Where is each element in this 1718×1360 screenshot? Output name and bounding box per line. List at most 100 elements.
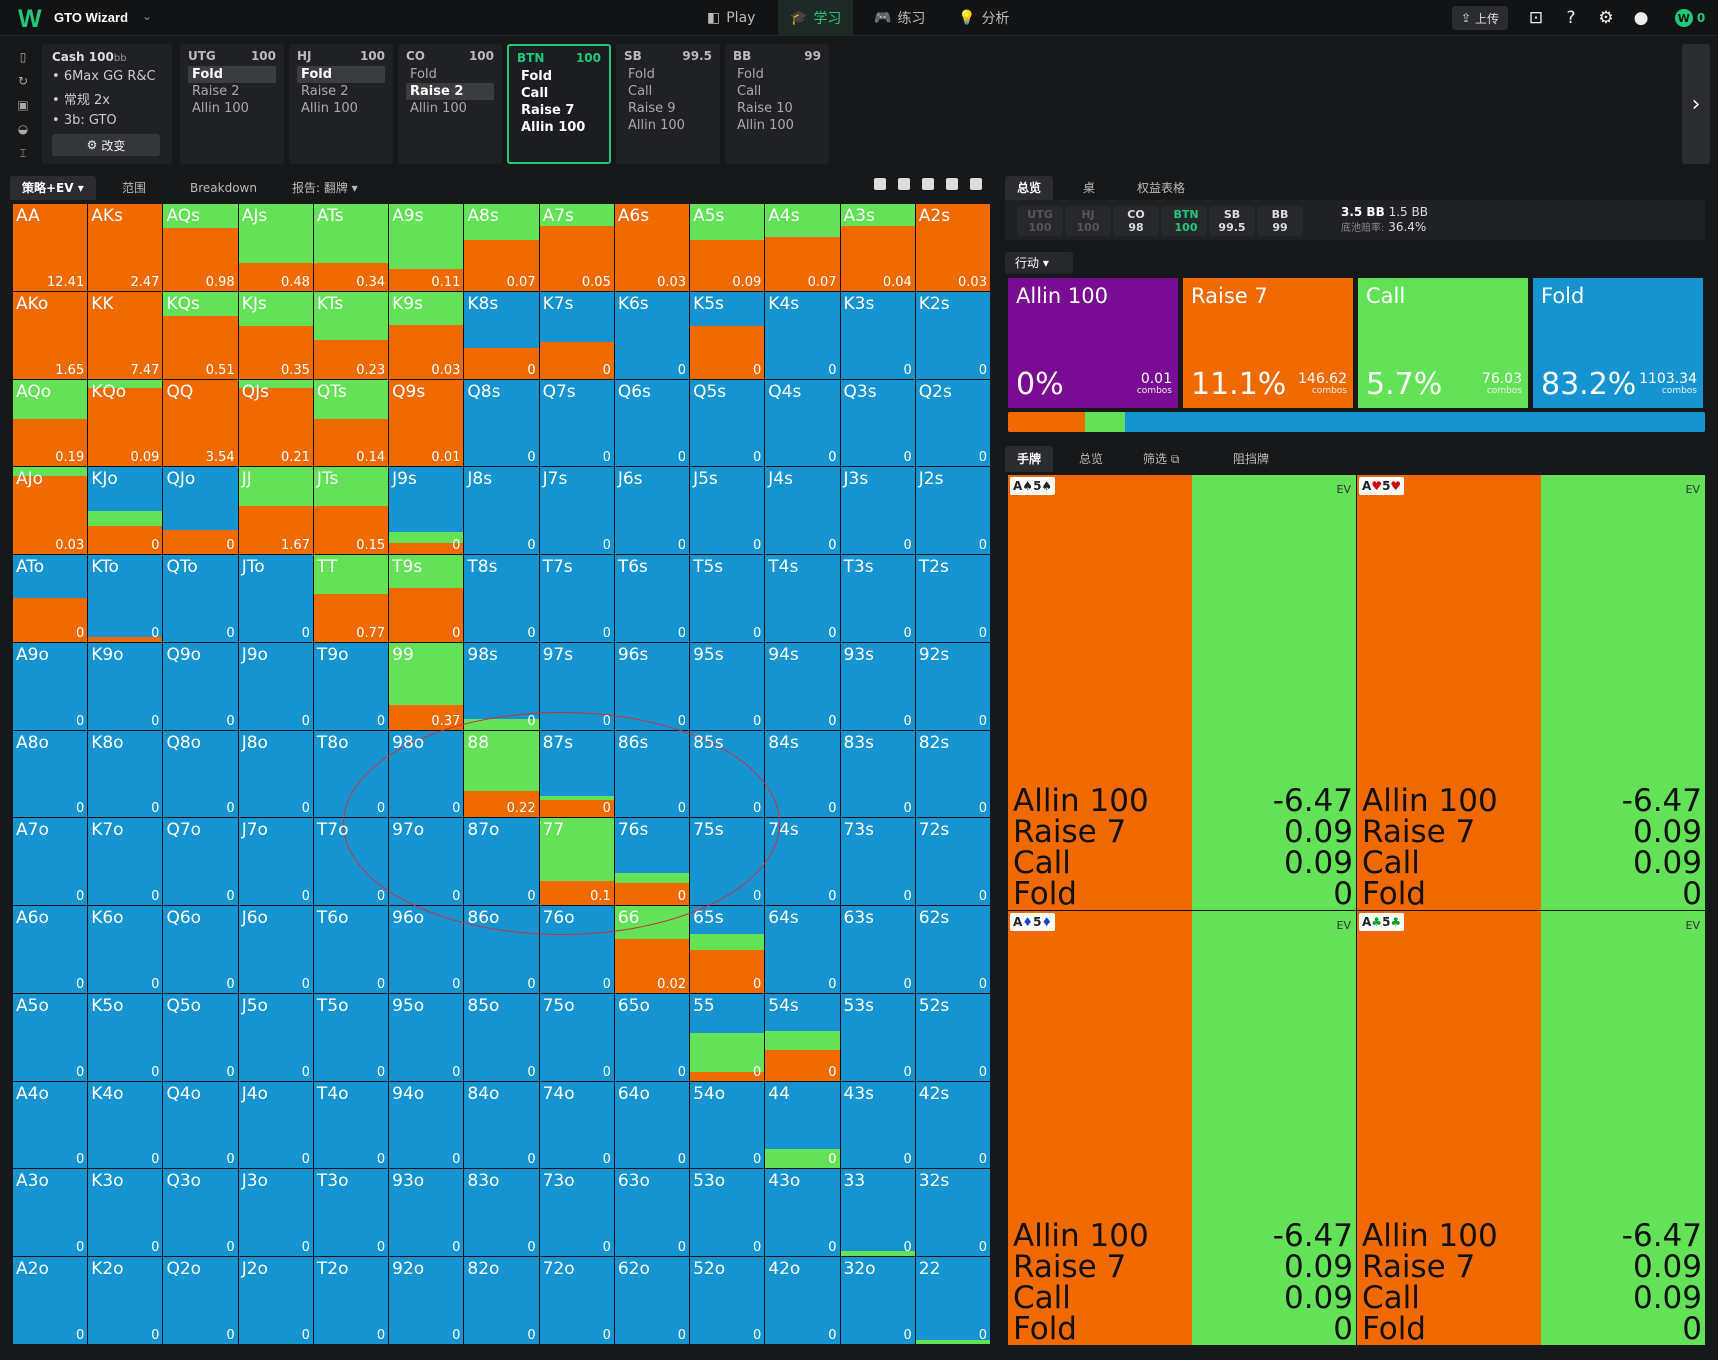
hand-cell[interactable]: 87o 0	[464, 818, 539, 906]
hand-cell[interactable]: J7o 0	[238, 818, 313, 906]
chevron-down-icon[interactable]: ⌄	[142, 9, 153, 23]
seat-chip-btn[interactable]: BTN 100	[1161, 206, 1207, 236]
hand-cell[interactable]: KTo 0	[88, 555, 163, 642]
hand-cell[interactable]: T5o 0	[313, 993, 389, 1081]
hand-cell[interactable]: A4s 0.07	[765, 204, 840, 291]
hand-cell[interactable]: K2s 0	[915, 291, 990, 379]
hand-cell[interactable]: 96o 0	[389, 906, 464, 993]
hand-cell[interactable]: 73o 0	[539, 1169, 614, 1257]
hand-cell[interactable]: 53s 0	[840, 993, 915, 1081]
hand-cell[interactable]: K9o 0	[88, 642, 163, 730]
help-icon[interactable]: ?	[1566, 8, 1576, 28]
contrast-icon[interactable]	[898, 178, 910, 190]
hand-cell[interactable]: Q8o 0	[163, 730, 238, 818]
tab-overview[interactable]: 总览	[1005, 176, 1054, 200]
position-action[interactable]: Fold	[297, 66, 385, 83]
hand-cell[interactable]: 44 0	[765, 1081, 840, 1169]
user-icon[interactable]: ●	[1633, 8, 1649, 28]
hand-cell[interactable]: 84o 0	[464, 1081, 539, 1169]
hand-cell[interactable]: 64s 0	[765, 906, 840, 993]
hand-cell[interactable]: 93o 0	[389, 1169, 464, 1257]
position-action[interactable]: Allin 100	[192, 101, 249, 116]
hand-cell[interactable]: 92s 0	[915, 642, 990, 730]
hand-cell[interactable]: J8s 0	[464, 467, 539, 555]
hand-cell[interactable]: 99 0.37	[389, 642, 464, 730]
hand-cell[interactable]: 65s 0	[690, 906, 765, 993]
hand-cell[interactable]: K5s 0	[690, 291, 765, 379]
hand-cell[interactable]: K8o 0	[88, 730, 163, 818]
hand-cell[interactable]: 82s 0	[915, 730, 990, 818]
hand-cell[interactable]: Q7o 0	[163, 818, 238, 906]
hand-cell[interactable]: T8s 0	[464, 555, 539, 642]
position-action[interactable]: Fold	[410, 67, 437, 82]
hand-cell[interactable]: A8o 0	[13, 730, 88, 818]
hand-cell[interactable]: 72s 0	[915, 818, 990, 906]
hand-cell[interactable]: K2o 0	[88, 1257, 163, 1344]
position-action[interactable]: Call	[628, 84, 653, 99]
hand-cell[interactable]: 73s 0	[840, 818, 915, 906]
hand-cell[interactable]: JJ 1.67	[238, 467, 313, 555]
hand-cell[interactable]: 98o 0	[389, 730, 464, 818]
hand-cell[interactable]: A7o 0	[13, 818, 88, 906]
hand-cell[interactable]: K4o 0	[88, 1081, 163, 1169]
hand-cell[interactable]: 74o 0	[539, 1081, 614, 1169]
position-action[interactable]: Allin 100	[301, 101, 358, 116]
hand-combo-card[interactable]: A♦5♦ EV Allin 100 -6.47 Raise 7 0.09 Call 0.09 F…	[1008, 910, 1356, 1345]
change-button[interactable]: ⚙ 改变	[52, 134, 160, 156]
position-action[interactable]: Fold	[188, 66, 276, 83]
action-box-allin-100[interactable]: Allin 100 0% 0.01 combos	[1008, 278, 1178, 408]
hand-cell[interactable]: 92o 0	[389, 1257, 464, 1344]
hand-cell[interactable]: Q4s 0	[765, 379, 840, 467]
position-action[interactable]: Raise 2	[192, 84, 240, 99]
hand-cell[interactable]: Q8s 0	[464, 379, 539, 467]
seat-chip-sb[interactable]: SB 99.5	[1209, 206, 1255, 236]
hand-cell[interactable]: T3s 0	[840, 555, 915, 642]
hand-combo-card[interactable]: A♠5♠ EV Allin 100 -6.47 Raise 7 0.09 Call 0.09 F…	[1008, 475, 1356, 910]
hand-cell[interactable]: KQo 0.09	[88, 379, 163, 467]
nav-analyze[interactable]: 💡 分析	[946, 0, 1021, 36]
hand-cell[interactable]: K7s 0	[539, 291, 614, 379]
hand-cell[interactable]: 98s 0	[464, 642, 539, 730]
hand-cell[interactable]: 64o 0	[614, 1081, 690, 1169]
screenshot-icon[interactable]: ⊡	[1528, 8, 1544, 28]
hand-cell[interactable]: T5s 0	[690, 555, 765, 642]
hand-cell[interactable]: T8o 0	[313, 730, 389, 818]
hand-cell[interactable]: 72o 0	[539, 1257, 614, 1344]
position-action[interactable]: Fold	[628, 67, 655, 82]
hand-cell[interactable]: Q6o 0	[163, 906, 238, 993]
action-box-call[interactable]: Call 5.7% 76.03 combos	[1358, 278, 1528, 408]
hand-cell[interactable]: T4s 0	[765, 555, 840, 642]
position-action[interactable]: Call	[737, 84, 762, 99]
hand-cell[interactable]: J4s 0	[765, 467, 840, 555]
hand-cell[interactable]: J5s 0	[690, 467, 765, 555]
square-icon[interactable]	[970, 178, 982, 190]
hand-cell[interactable]: 76o 0	[539, 906, 614, 993]
hand-cell[interactable]: QQ 3.54	[163, 379, 238, 467]
hand-cell[interactable]: TT 0.77	[313, 555, 389, 642]
hand-cell[interactable]: 62s 0	[915, 906, 990, 993]
position-panel-utg[interactable]: UTG 100 Fold Raise 2 Allin 100	[180, 44, 284, 164]
hand-cell[interactable]: 32s 0	[915, 1169, 990, 1257]
hand-cell[interactable]: T9o 0	[313, 642, 389, 730]
hand-cell[interactable]: Q2o 0	[163, 1257, 238, 1344]
hand-cell[interactable]: 42o 0	[765, 1257, 840, 1344]
hand-cell[interactable]: K7o 0	[88, 818, 163, 906]
hand-cell[interactable]: JTs 0.15	[313, 467, 389, 555]
next-arrow-button[interactable]: ›	[1682, 44, 1710, 164]
hand-cell[interactable]: AQs 0.98	[163, 204, 238, 291]
hand-cell[interactable]: K6o 0	[88, 906, 163, 993]
hand-cell[interactable]: 95o 0	[389, 993, 464, 1081]
hand-cell[interactable]: A5o 0	[13, 993, 88, 1081]
hand-cell[interactable]: 43s 0	[840, 1081, 915, 1169]
hand-cell[interactable]: K8s 0	[464, 291, 539, 379]
hand-cell[interactable]: A3o 0	[13, 1169, 88, 1257]
hand-cell[interactable]: A6s 0.03	[614, 204, 690, 291]
hand-cell[interactable]: 95s 0	[690, 642, 765, 730]
hand-cell[interactable]: KQs 0.51	[163, 291, 238, 379]
position-action[interactable]: Allin 100	[737, 118, 794, 133]
hand-cell[interactable]: 93s 0	[840, 642, 915, 730]
hand-cell[interactable]: T3o 0	[313, 1169, 389, 1257]
tab-report[interactable]: 报告: 翻牌 ▾	[292, 181, 358, 195]
text-cursor-icon[interactable]: ⌶	[19, 146, 27, 160]
position-action[interactable]: Fold	[521, 69, 553, 84]
